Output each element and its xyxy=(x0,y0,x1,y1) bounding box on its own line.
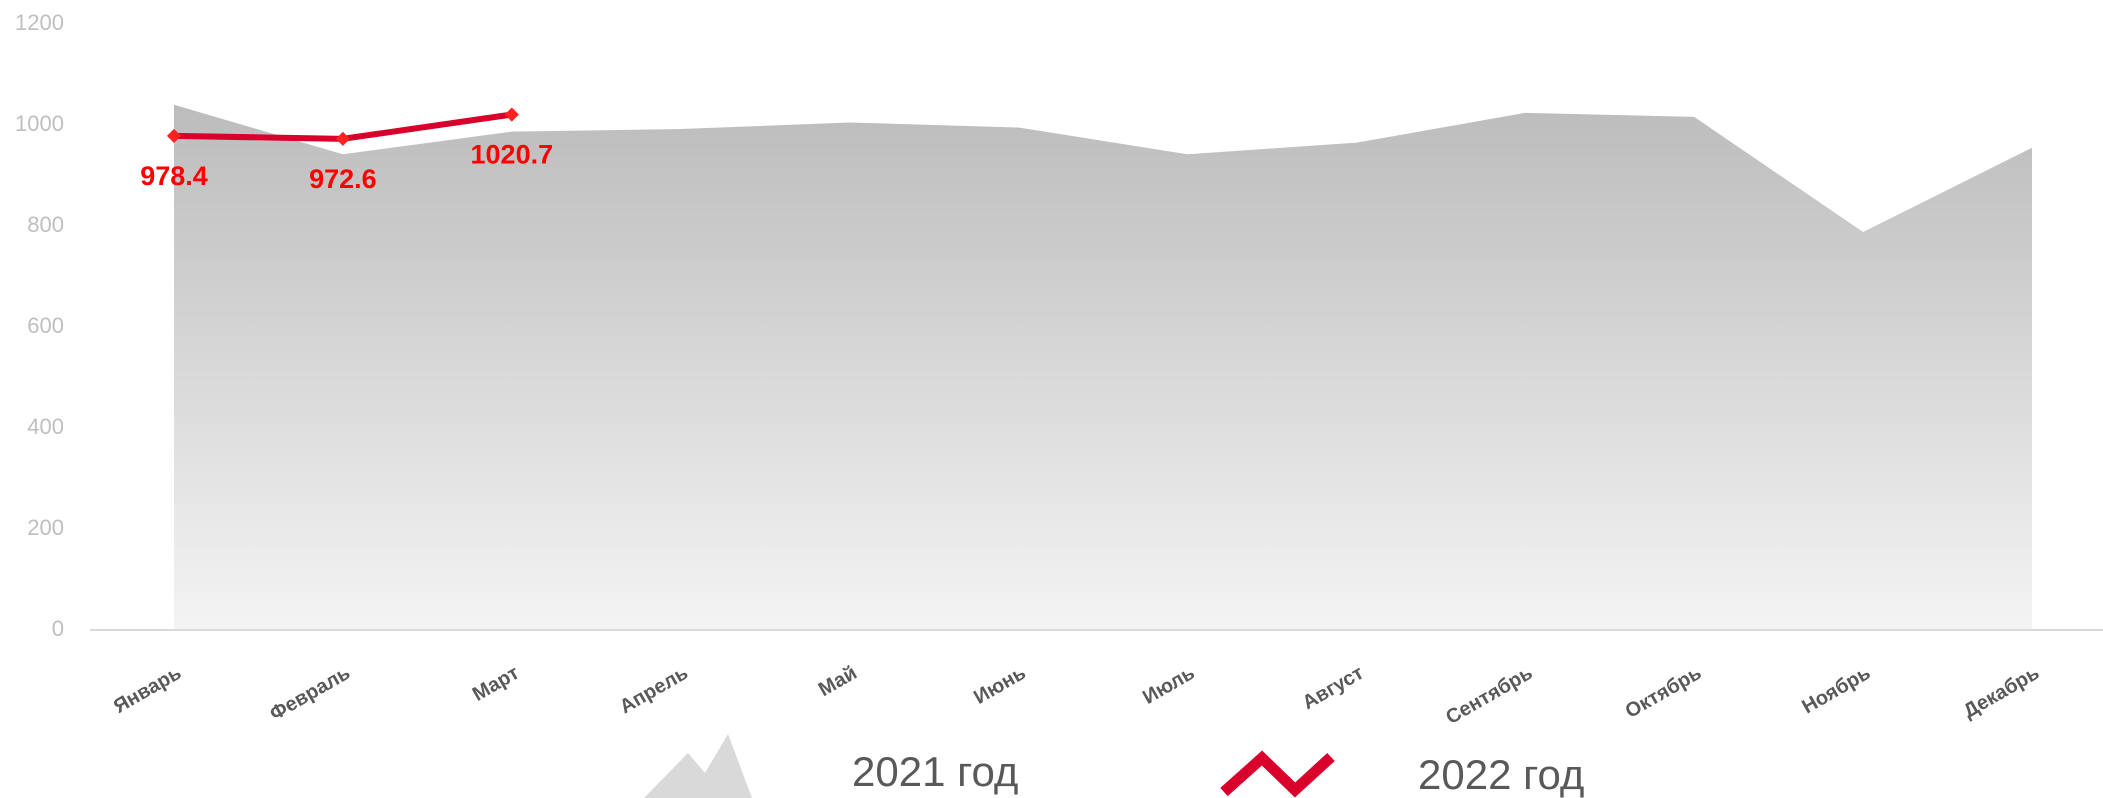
y-tick-label: 800 xyxy=(27,212,64,237)
legend-label: 2021 год xyxy=(852,748,1018,795)
area xyxy=(174,104,2032,631)
x-tick-label: Май xyxy=(815,662,861,701)
point-marker xyxy=(335,131,350,146)
point-marker xyxy=(166,128,182,143)
x-tick-label: Январь xyxy=(110,662,185,718)
x-tick-label: Октябрь xyxy=(1622,662,1706,723)
y-tick-label: 600 xyxy=(27,313,64,338)
y-tick-label: 400 xyxy=(27,414,64,439)
x-tick-label: Август xyxy=(1299,662,1368,714)
data-label: 1020.7 xyxy=(471,140,554,170)
y-tick-label: 200 xyxy=(27,515,64,540)
x-tick-label: Сентябрь xyxy=(1442,662,1536,729)
y-tick-label: 1200 xyxy=(15,10,64,35)
x-tick-label: Ноябрь xyxy=(1798,662,1874,719)
point-marker xyxy=(504,107,519,122)
legend-label: 2022 год xyxy=(1418,751,1584,798)
y-tick-label: 0 xyxy=(52,616,64,641)
x-tick-label: Февраль xyxy=(266,662,354,725)
x-tick-label: Июнь xyxy=(970,662,1029,709)
data-label: 972.6 xyxy=(309,164,377,194)
x-tick-label: Апрель xyxy=(616,662,692,718)
x-tick-label: Декабрь xyxy=(1960,662,2043,723)
data-label: 978.4 xyxy=(140,161,208,191)
y-tick-label: 1000 xyxy=(15,111,64,136)
legend-icon-line xyxy=(1220,750,1335,798)
x-tick-label: Март xyxy=(469,662,523,706)
legend-icon-area xyxy=(644,734,752,798)
x-tick-label: Июль xyxy=(1139,662,1198,709)
